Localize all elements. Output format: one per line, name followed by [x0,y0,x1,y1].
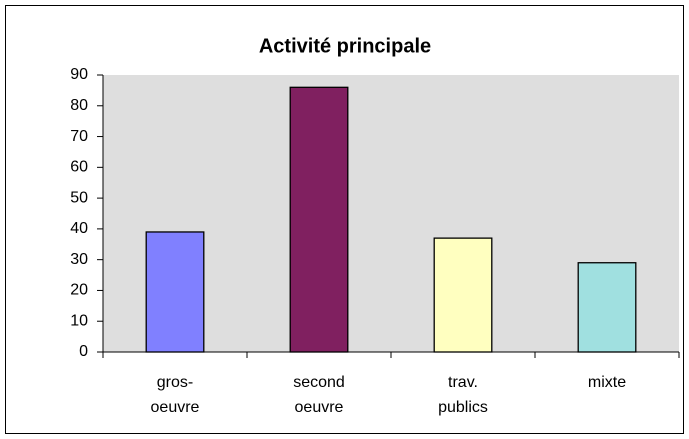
y-tick-label: 80 [70,97,88,114]
bar [145,231,205,353]
bar [433,237,493,353]
y-tick-label: 0 [79,343,88,360]
y-tick-label: 40 [70,220,88,237]
bar [289,86,349,353]
x-tick-label: mixte [588,374,626,391]
x-tick-label: gros-oeuvre [151,374,200,416]
y-tick-label: 10 [70,312,88,329]
chart-title: Activité principale [259,35,431,57]
y-tick-label: 90 [70,66,88,83]
y-tick-label: 60 [70,159,88,176]
bar [577,262,637,353]
x-tick-label: second oeuvre [293,374,345,416]
y-tick-label: 30 [70,251,88,268]
y-tick-label: 70 [70,128,88,145]
x-tick-label: trav. publics [438,374,488,416]
y-tick-label: 50 [70,189,88,206]
y-tick-label: 20 [70,282,88,299]
